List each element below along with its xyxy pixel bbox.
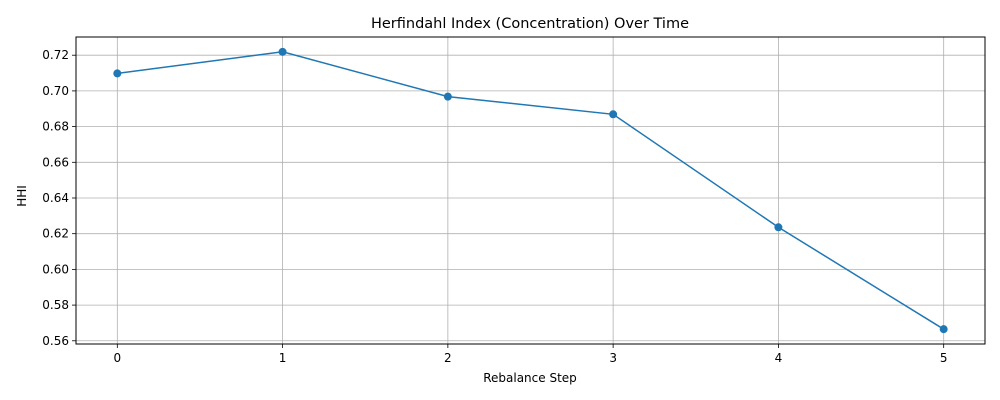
y-axis: 0.56 0.58 0.60 0.62 0.64 0.66 0.68 0.70 0.72 bbox=[42, 48, 76, 348]
grid-lines bbox=[76, 37, 985, 344]
y-tick-label: 0.60 bbox=[42, 262, 69, 276]
y-tick-label: 0.62 bbox=[42, 227, 69, 241]
y-tick-label: 0.70 bbox=[42, 84, 69, 98]
x-tick-label: 5 bbox=[940, 351, 948, 365]
y-tick-label: 0.72 bbox=[42, 48, 69, 62]
x-tick-label: 2 bbox=[444, 351, 452, 365]
x-tick-label: 0 bbox=[113, 351, 121, 365]
data-point bbox=[609, 110, 618, 119]
y-tick-label: 0.64 bbox=[42, 191, 69, 205]
x-axis: 0 1 2 3 4 5 bbox=[113, 344, 948, 365]
data-point bbox=[774, 223, 783, 232]
x-tick-label: 4 bbox=[775, 351, 783, 365]
y-tick-label: 0.58 bbox=[42, 298, 69, 312]
series-layer bbox=[113, 47, 948, 334]
series-line bbox=[117, 51, 945, 330]
y-tick-label: 0.66 bbox=[42, 155, 69, 169]
x-tick-label: 1 bbox=[279, 351, 287, 365]
data-point bbox=[113, 69, 122, 78]
chart-title: Herfindahl Index (Concentration) Over Ti… bbox=[371, 16, 689, 32]
plot-frame bbox=[75, 36, 986, 345]
x-tick-label: 3 bbox=[609, 351, 617, 365]
data-point bbox=[443, 92, 452, 101]
y-tick-label: 0.68 bbox=[42, 120, 69, 134]
y-axis-label: HHI bbox=[15, 185, 29, 207]
y-tick-label: 0.56 bbox=[42, 334, 69, 348]
data-point bbox=[278, 47, 287, 56]
data-point bbox=[939, 325, 948, 334]
x-axis-label: Rebalance Step bbox=[483, 371, 577, 385]
